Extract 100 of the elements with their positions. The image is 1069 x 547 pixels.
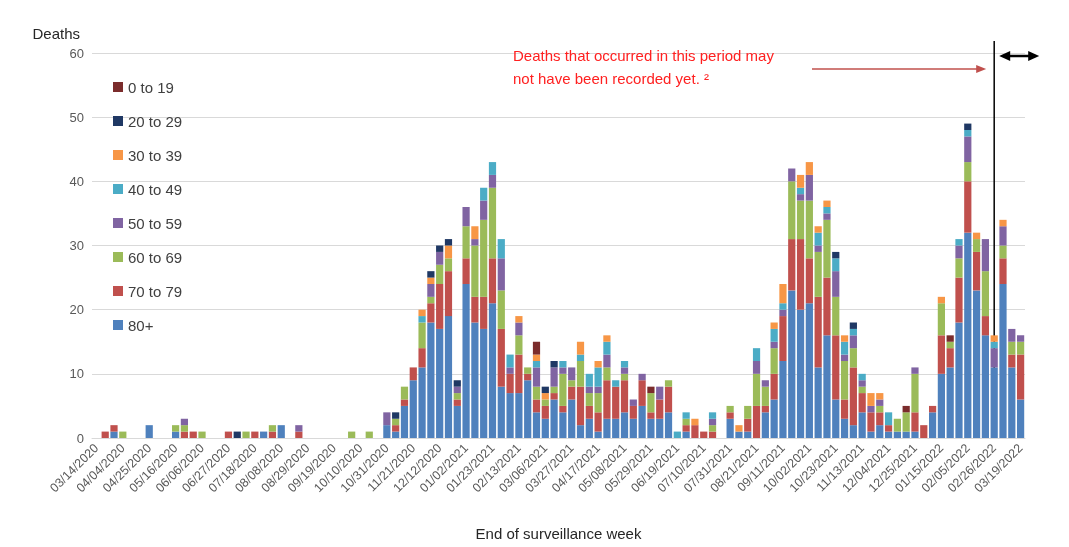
bar — [761, 380, 769, 387]
bar — [884, 412, 893, 426]
bar — [805, 258, 813, 304]
bar — [488, 162, 497, 175]
bar — [796, 309, 805, 438]
bar — [964, 162, 972, 182]
bar — [119, 431, 127, 438]
bar — [400, 399, 409, 406]
bar — [436, 251, 444, 265]
bar — [823, 200, 831, 207]
bar — [515, 322, 523, 336]
bar — [603, 341, 611, 355]
bar — [876, 399, 884, 406]
bar — [462, 207, 470, 227]
bar — [999, 245, 1007, 259]
bar — [955, 258, 963, 278]
bar — [453, 393, 461, 400]
bar — [224, 431, 233, 438]
bar — [937, 373, 945, 438]
bar — [480, 296, 488, 329]
bar — [480, 200, 488, 220]
bar — [365, 431, 373, 438]
bar — [779, 309, 787, 317]
bar — [444, 239, 453, 246]
bar — [506, 354, 514, 368]
bar — [348, 431, 356, 438]
bar — [532, 399, 541, 413]
bar — [937, 296, 945, 304]
bar — [260, 431, 268, 438]
bar — [744, 418, 752, 432]
bar — [480, 219, 488, 297]
bar — [876, 405, 884, 413]
bar — [532, 341, 541, 355]
bar — [682, 418, 690, 426]
bar — [427, 296, 435, 304]
bar — [480, 328, 488, 438]
bar — [620, 380, 629, 413]
bar — [964, 181, 972, 233]
bar — [427, 271, 435, 278]
bar — [444, 258, 453, 272]
y-tick-label: 60 — [69, 45, 84, 61]
bar — [392, 431, 400, 438]
bar — [981, 271, 989, 317]
bar — [884, 425, 893, 432]
bar — [770, 322, 778, 329]
bar — [436, 264, 444, 284]
bar — [576, 354, 585, 361]
bar — [664, 386, 673, 413]
bar — [251, 431, 259, 438]
bar — [541, 386, 549, 394]
bar — [770, 373, 778, 400]
bar — [805, 162, 813, 175]
bar — [796, 187, 805, 195]
bar — [788, 239, 796, 291]
bar — [744, 405, 752, 419]
bar — [937, 303, 945, 336]
bar — [858, 380, 866, 387]
bar — [752, 373, 761, 406]
bar — [559, 361, 567, 368]
bar — [902, 412, 910, 432]
bar — [779, 284, 787, 304]
legend-label: 60 to 69 — [128, 248, 183, 266]
bar — [418, 316, 426, 323]
bar — [620, 361, 629, 368]
bar — [761, 386, 769, 406]
bar — [946, 341, 954, 349]
bar — [550, 393, 558, 400]
bar — [814, 245, 822, 252]
bar — [955, 239, 963, 246]
bar — [1008, 328, 1016, 342]
bar — [893, 431, 901, 438]
bar — [682, 412, 690, 419]
bar — [858, 386, 866, 394]
bar — [946, 348, 954, 368]
bar — [902, 405, 910, 413]
bar — [752, 348, 761, 361]
bar — [1016, 335, 1025, 342]
bar — [497, 290, 505, 329]
bar — [858, 393, 866, 413]
bar — [101, 431, 109, 438]
bar — [796, 174, 805, 188]
bar — [664, 412, 673, 438]
bar — [999, 226, 1007, 246]
bar — [436, 245, 444, 252]
bar — [620, 367, 629, 374]
bar — [603, 335, 611, 342]
bar — [541, 405, 549, 419]
bar — [295, 431, 303, 438]
y-tick-label: 50 — [69, 109, 84, 125]
bar — [145, 425, 153, 438]
bar — [471, 296, 479, 323]
bar — [840, 399, 849, 419]
bar — [673, 431, 681, 438]
bar — [664, 380, 673, 387]
bar — [576, 361, 585, 387]
bar — [444, 316, 453, 438]
bar — [832, 251, 840, 259]
bar — [849, 367, 857, 426]
bar — [532, 367, 541, 387]
bar — [708, 431, 717, 438]
